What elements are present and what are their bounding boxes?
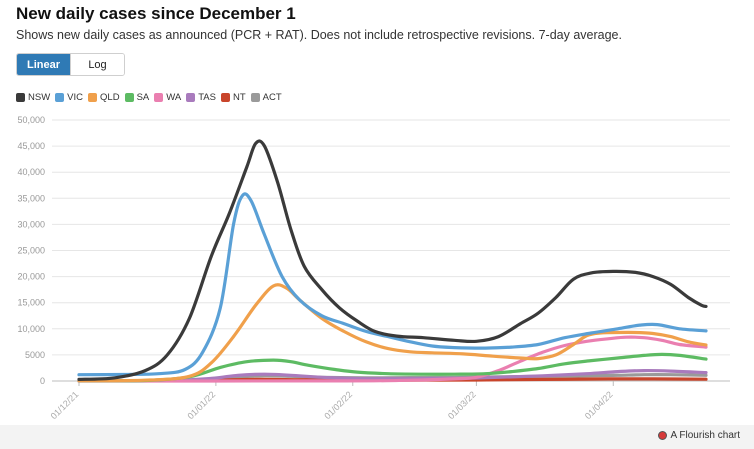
legend-swatch [220,93,230,102]
footer-bar: A Flourish chart [0,425,754,449]
linear-scale-button[interactable]: Linear [17,54,70,75]
series-line-sa[interactable] [77,352,708,383]
y-tick-label: 40,000 [17,167,45,177]
x-tick-label: 01/02/22 [322,389,354,421]
x-tick-label: 01/03/22 [446,389,478,421]
legend-swatch [154,93,164,102]
legend-swatch [186,93,196,102]
log-scale-button[interactable]: Log [70,54,124,75]
legend-item-vic[interactable]: VIC [55,92,83,103]
legend-item-qld[interactable]: QLD [88,92,120,103]
x-tick-label: 01/01/22 [185,389,217,421]
legend-label: QLD [100,92,120,103]
y-tick-label: 10,000 [17,324,45,334]
legend-swatch [124,93,134,102]
series-line-wa[interactable] [77,335,708,383]
y-tick-label: 25,000 [17,246,45,256]
legend-item-act[interactable]: ACT [250,92,282,103]
y-tick-label: 30,000 [17,219,45,229]
chart-legend: NSW VIC QLD SA WA TAS NT ACT [16,92,282,103]
series-line-qld[interactable] [77,283,708,383]
y-tick-label: 0 [40,376,45,386]
legend-label: TAS [198,92,216,103]
chart-subtitle: Shows new daily cases as announced (PCR … [16,28,622,42]
y-tick-label: 35,000 [17,193,45,203]
legend-swatch [88,93,98,102]
legend-item-wa[interactable]: WA [154,92,181,103]
legend-item-nt[interactable]: NT [220,92,246,103]
line-chart: 0 5000 10,000 15,000 20,000 25,000 30,000 35,00… [17,115,730,421]
y-tick-label: 20,000 [17,272,45,282]
series-line-vic[interactable] [77,192,708,377]
legend-swatch [16,93,25,102]
y-tick-label: 5000 [25,350,45,360]
y-tick-label: 45,000 [17,141,45,151]
legend-swatch [55,93,65,102]
x-tick-label: 01/04/22 [583,389,615,421]
legend-label: ACT [262,92,282,103]
flourish-credit[interactable]: A Flourish chart [657,430,740,441]
scale-toggle: Linear Log [16,53,125,76]
legend-label: NSW [28,92,51,103]
legend-label: VIC [67,92,84,103]
legend-label: WA [166,92,182,103]
legend-label: SA [136,92,150,103]
legend-label: NT [232,92,246,103]
y-tick-label: 15,000 [17,298,45,308]
legend-item-tas[interactable]: TAS [186,92,216,103]
chart-title: New daily cases since December 1 [16,4,296,23]
legend-item-nsw[interactable]: NSW [16,92,50,103]
y-tick-label: 50,000 [17,115,45,125]
series-line-nsw[interactable] [77,139,708,381]
x-tick-label: 01/12/21 [49,389,81,421]
flourish-credit-label: A Flourish chart [670,430,740,441]
flourish-logo-icon [657,431,667,440]
legend-swatch [250,93,260,102]
legend-item-sa[interactable]: SA [124,92,150,103]
